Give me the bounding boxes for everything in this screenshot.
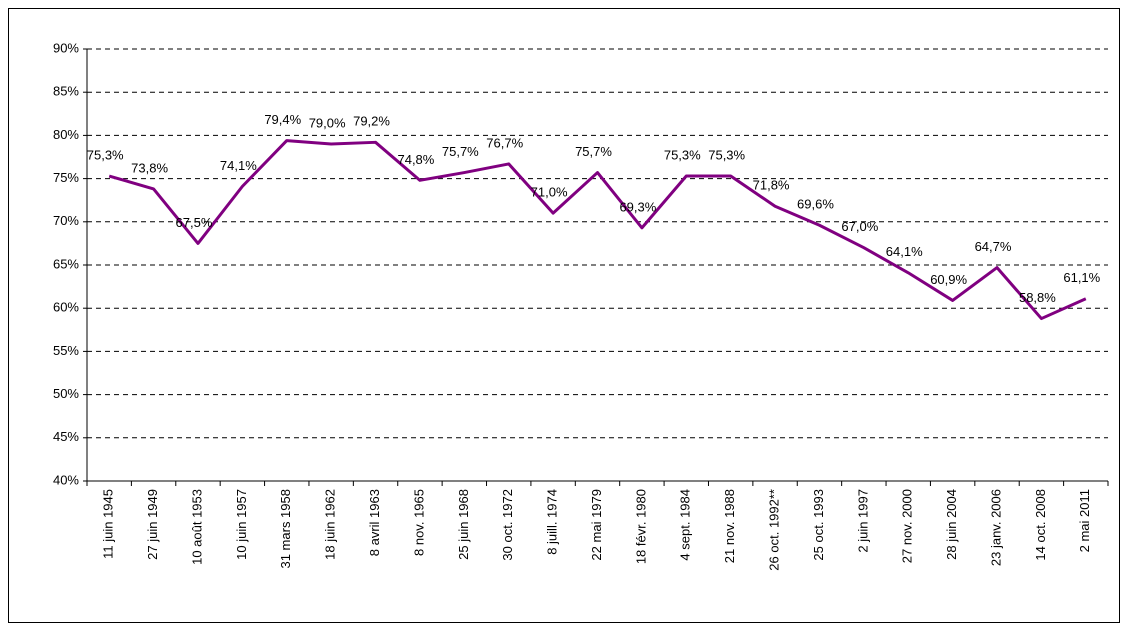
x-tick-label: 2 mai 2011 — [1077, 489, 1092, 552]
data-label: 79,0% — [309, 115, 346, 130]
x-tick-label: 2 juin 1997 — [855, 489, 870, 553]
y-tick-label: 65% — [53, 256, 79, 271]
chart-border — [8, 8, 1120, 623]
y-tick-label: 85% — [53, 84, 79, 99]
data-label: 74,8% — [397, 152, 434, 167]
data-label: 60,9% — [930, 272, 967, 287]
x-tick-label: 31 mars 1958 — [278, 489, 293, 569]
data-label: 61,1% — [1063, 270, 1100, 285]
x-tick-label: 4 sept. 1984 — [678, 489, 693, 561]
data-label: 69,3% — [619, 199, 656, 214]
x-tick-label: 28 juin 2004 — [944, 489, 959, 560]
x-tick-label: 22 mai 1979 — [589, 489, 604, 561]
data-label: 58,8% — [1019, 290, 1056, 305]
x-tick-label: 27 nov. 2000 — [900, 489, 915, 563]
x-tick-label: 21 nov. 1988 — [722, 489, 737, 563]
y-tick-label: 75% — [53, 170, 79, 185]
x-tick-label: 8 avril 1963 — [367, 489, 382, 556]
data-label: 75,7% — [575, 144, 612, 159]
data-label: 75,3% — [708, 147, 745, 162]
x-tick-label: 18 févr. 1980 — [633, 489, 648, 564]
x-tick-label: 27 juin 1949 — [145, 489, 160, 560]
data-label: 71,8% — [753, 178, 790, 193]
data-label: 75,3% — [664, 147, 701, 162]
y-tick-label: 40% — [53, 472, 79, 487]
x-tick-label: 25 juin 1968 — [456, 489, 471, 560]
y-tick-label: 55% — [53, 343, 79, 358]
x-tick-label: 10 août 1953 — [189, 489, 204, 565]
y-tick-label: 45% — [53, 429, 79, 444]
x-tick-label: 30 oct. 1972 — [500, 489, 515, 561]
data-label: 67,5% — [176, 215, 213, 230]
data-label: 71,0% — [531, 185, 568, 200]
data-label: 69,6% — [797, 197, 834, 212]
y-tick-label: 70% — [53, 213, 79, 228]
data-label: 76,7% — [486, 135, 523, 150]
x-tick-label: 14 oct. 2008 — [1033, 489, 1048, 561]
x-tick-label: 11 juin 1945 — [101, 489, 116, 559]
x-tick-label: 10 juin 1957 — [234, 489, 249, 560]
x-tick-label: 8 nov. 1965 — [411, 489, 426, 556]
x-tick-label: 8 juill. 1974 — [545, 489, 560, 555]
data-label: 64,7% — [975, 239, 1012, 254]
x-tick-label: 23 janv. 2006 — [988, 489, 1003, 566]
data-label: 75,7% — [442, 144, 479, 159]
y-tick-label: 50% — [53, 386, 79, 401]
x-tick-label: 26 oct. 1992** — [767, 489, 782, 571]
data-label: 73,8% — [131, 160, 168, 175]
y-tick-label: 60% — [53, 300, 79, 315]
data-label: 75,3% — [87, 147, 124, 162]
y-tick-label: 90% — [53, 40, 79, 55]
line — [108, 139, 1087, 321]
x-tick-label: 25 oct. 1993 — [811, 489, 826, 561]
y-tick-label: 80% — [53, 127, 79, 142]
data-label: 79,2% — [353, 114, 390, 129]
data-label: 67,0% — [841, 219, 878, 234]
x-tick-label: 18 juin 1962 — [323, 489, 338, 560]
data-label: 74,1% — [220, 158, 257, 173]
data-label: 64,1% — [886, 244, 923, 259]
data-label: 79,4% — [264, 112, 301, 127]
